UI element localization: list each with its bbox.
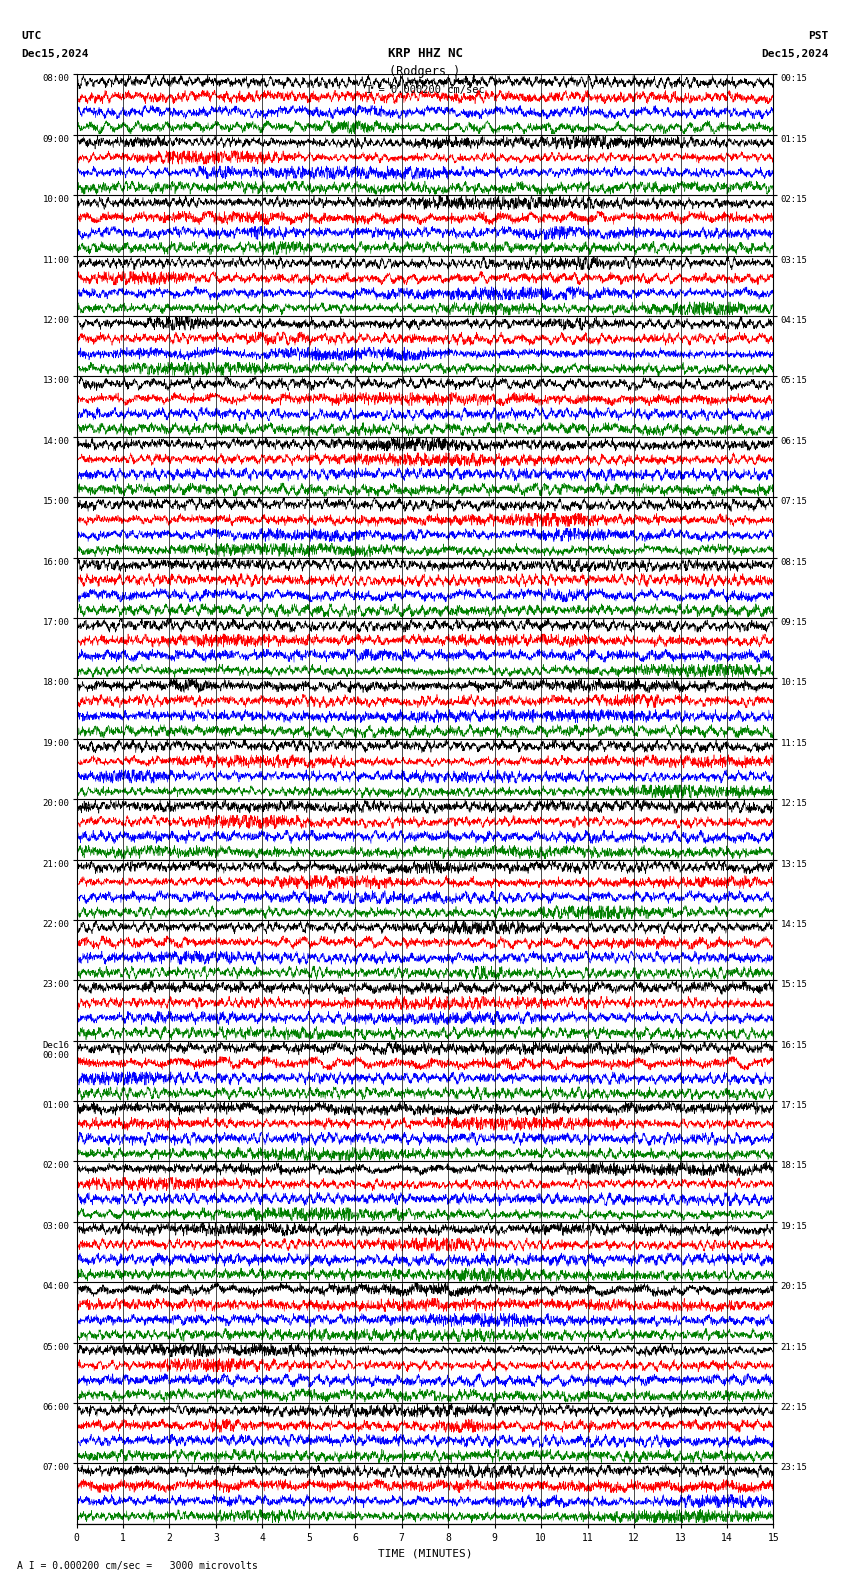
Text: KRP HHZ NC: KRP HHZ NC [388, 48, 462, 60]
Text: UTC: UTC [21, 32, 42, 41]
Text: I = 0.000200 cm/sec: I = 0.000200 cm/sec [366, 86, 484, 95]
X-axis label: TIME (MINUTES): TIME (MINUTES) [377, 1549, 473, 1559]
Text: Dec15,2024: Dec15,2024 [21, 49, 88, 59]
Text: PST: PST [808, 32, 829, 41]
Text: A I = 0.000200 cm/sec =   3000 microvolts: A I = 0.000200 cm/sec = 3000 microvolts [17, 1562, 258, 1571]
Text: Dec15,2024: Dec15,2024 [762, 49, 829, 59]
Text: (Rodgers ): (Rodgers ) [389, 65, 461, 78]
